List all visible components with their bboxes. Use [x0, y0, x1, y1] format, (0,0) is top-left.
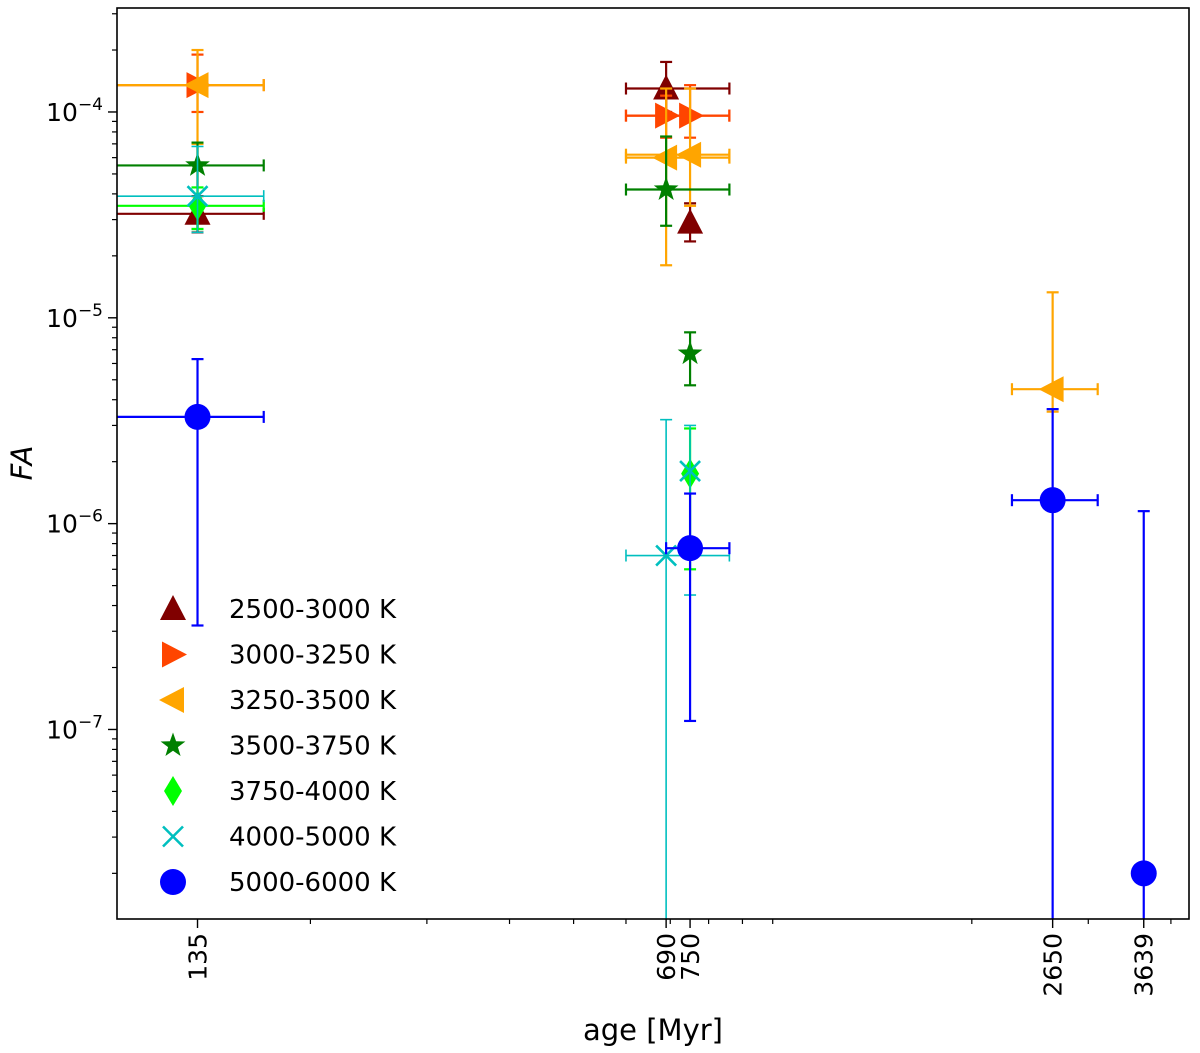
data-point: [1039, 487, 1066, 514]
data-point: [184, 403, 211, 430]
x-tick-label: 690: [652, 933, 681, 981]
legend-label: 5000-6000 K: [229, 868, 397, 898]
data-point: [677, 535, 704, 562]
legend-label: 4000-5000 K: [229, 823, 397, 853]
data-point: [183, 72, 209, 99]
y-tick-label: 10−6: [46, 507, 103, 539]
data-point: [652, 144, 678, 171]
y-tick-label: 10−4: [46, 95, 103, 127]
legend-marker: [164, 776, 182, 806]
data-point: [186, 185, 209, 208]
legend-marker: [160, 732, 186, 756]
legend-marker: [162, 825, 184, 848]
data-point: [679, 460, 701, 483]
legend-label: 3250-3500 K: [229, 686, 397, 716]
legend-marker: [160, 869, 186, 895]
y-tick-label: 10−7: [46, 712, 103, 744]
legend-label: 3500-3750 K: [229, 732, 397, 762]
y-tick-label: 10−5: [46, 301, 103, 333]
legend-marker: [159, 687, 184, 713]
x-tick-label: 750: [676, 933, 705, 981]
legend-label: 3750-4000 K: [229, 777, 397, 807]
y-tick-labels: 10−7 10−6 10−5 10−4: [46, 95, 103, 744]
data-point: [653, 74, 680, 100]
series-layer: [117, 48, 1157, 919]
minor-ticks: [112, 13, 1172, 924]
x-axis-title: age [Myr]: [583, 1013, 723, 1047]
legend: 2500-3000 K 3000-3250 K 3250-3500 K 3500-37…: [159, 595, 397, 898]
legend-marker: [160, 595, 186, 620]
data-point: [1038, 376, 1064, 403]
plot-frame: [116, 7, 1190, 920]
series-5000-6000-K: [117, 358, 1157, 919]
x-tick-label: 135: [184, 933, 213, 981]
data-point: [676, 141, 702, 168]
plot-area: [117, 8, 1189, 919]
series-3500-3750-K: [117, 135, 731, 387]
legend-marker: [162, 641, 187, 668]
data-point: [679, 102, 705, 129]
data-point: [653, 176, 679, 200]
data-point: [677, 208, 704, 234]
legend-label: 3000-3250 K: [229, 641, 397, 671]
y-axis-title: FA: [5, 446, 39, 481]
major-ticks: [108, 111, 1145, 928]
x-tick-label: 3639: [1130, 933, 1159, 997]
legend-label: 2500-3000 K: [229, 595, 397, 625]
x-tick-label: 2650: [1039, 933, 1068, 997]
data-point: [677, 340, 703, 365]
data-point: [1130, 860, 1157, 887]
